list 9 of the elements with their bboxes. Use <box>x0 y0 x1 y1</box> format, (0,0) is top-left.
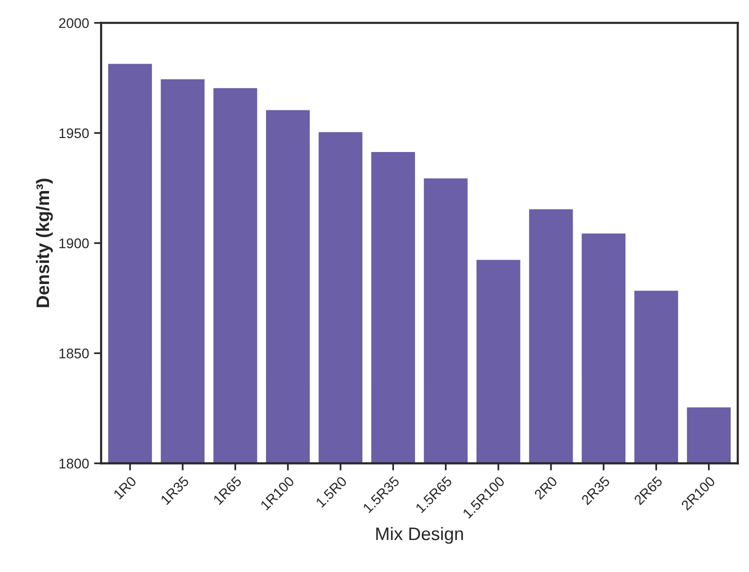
y-tick-label: 1800 <box>59 458 89 468</box>
x-tick-label: 2R0 <box>534 476 558 500</box>
y-axis-title: Density (kg/m³) <box>36 178 53 308</box>
y-tick-label: 1950 <box>59 128 89 138</box>
y-tick-label: 1850 <box>59 348 89 358</box>
x-axis-title: Mix Design <box>376 526 463 544</box>
x-tick-label: 1R0 <box>113 476 137 500</box>
y-tick-label: 2000 <box>59 18 89 28</box>
y-tick-label: 1900 <box>59 238 89 248</box>
